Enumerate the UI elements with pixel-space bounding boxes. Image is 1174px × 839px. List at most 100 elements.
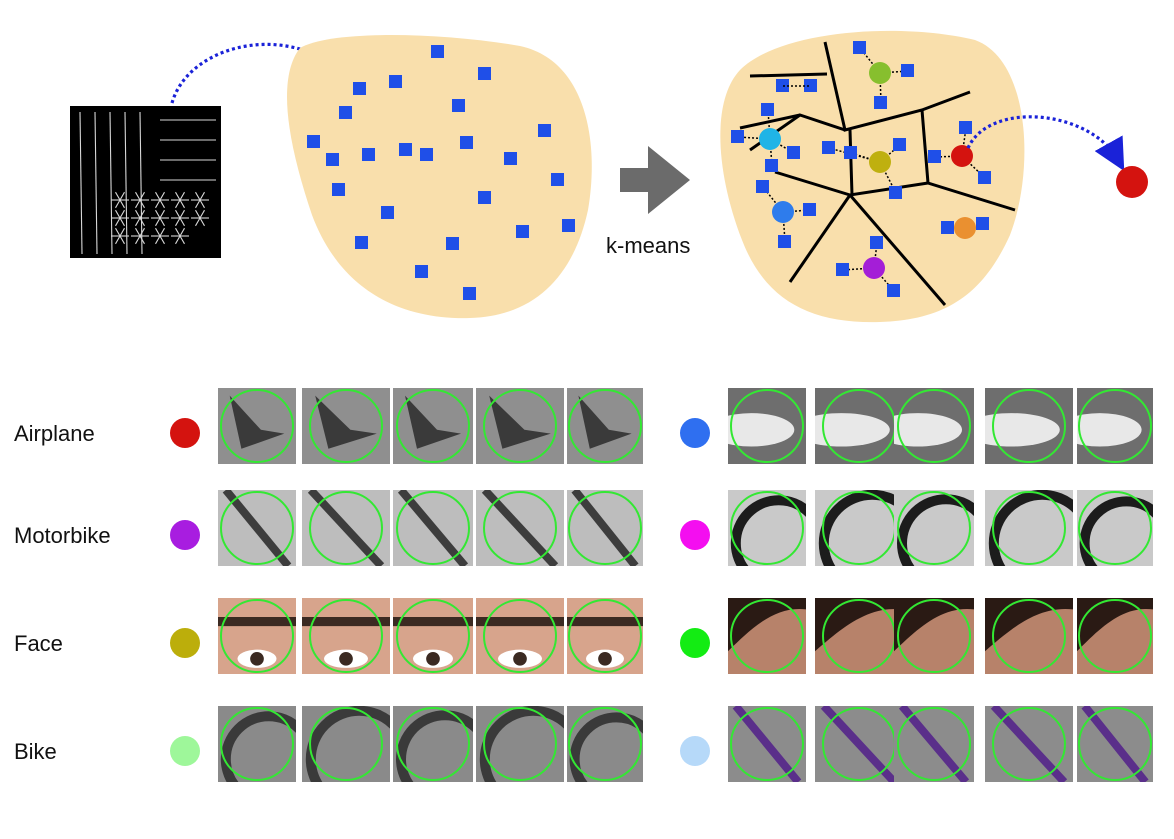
cluster [822, 138, 906, 199]
cluster-centroid [863, 257, 885, 279]
image-patch [567, 706, 643, 782]
detection-circle [1078, 599, 1152, 673]
detection-circle [730, 707, 804, 781]
feature-points [307, 45, 575, 300]
detection-circle [220, 389, 294, 463]
cluster [928, 121, 991, 184]
cluster [836, 236, 900, 297]
feature-point [355, 236, 368, 249]
feature-point [551, 173, 564, 186]
image-patch [985, 598, 1073, 674]
clusters [731, 41, 991, 297]
image-patch [728, 388, 806, 464]
feature-point [504, 152, 517, 165]
detection-circle [992, 491, 1066, 565]
image-patch [476, 490, 564, 566]
image-patch [302, 598, 390, 674]
image-patch [728, 490, 806, 566]
detection-circle [897, 707, 971, 781]
row-label: Airplane [14, 421, 95, 446]
image-patch [218, 490, 296, 566]
feature-point [756, 180, 769, 193]
clustered-space-blob [720, 30, 1025, 323]
detection-circle [992, 599, 1066, 673]
image-patch [567, 598, 643, 674]
feature-point [853, 41, 866, 54]
feature-point [415, 265, 428, 278]
detection-circle [1078, 389, 1152, 463]
image-patch [1077, 388, 1153, 464]
image-patch [985, 490, 1073, 566]
feature-point [959, 121, 972, 134]
feature-point [887, 284, 900, 297]
detection-circle [568, 599, 642, 673]
kmeans-label: k-means [606, 233, 691, 258]
feature-point [901, 64, 914, 77]
feature-point [844, 146, 857, 159]
detection-circle [992, 389, 1066, 463]
image-patch [894, 388, 974, 464]
detection-circle [897, 491, 971, 565]
cluster-color-dot [680, 418, 710, 448]
image-patch [218, 388, 296, 464]
feature-point [761, 103, 774, 116]
feature-point [889, 186, 902, 199]
image-patch [728, 706, 806, 782]
feature-point [893, 138, 906, 151]
image-patch [815, 490, 903, 566]
output-arrow [966, 115, 1125, 172]
cluster-centroid [951, 145, 973, 167]
image-patch [1077, 598, 1153, 674]
detection-circle [897, 599, 971, 673]
cluster-color-dot [680, 628, 710, 658]
feature-point [389, 75, 402, 88]
image-patch [567, 388, 643, 464]
feature-point [874, 96, 887, 109]
feature-point [339, 106, 352, 119]
image-patch [815, 706, 903, 782]
output-centroid [1116, 166, 1148, 198]
feature-point [978, 171, 991, 184]
feature-point [478, 191, 491, 204]
detection-circle [992, 707, 1066, 781]
detection-circle [730, 599, 804, 673]
image-patch [302, 388, 390, 464]
process-arrow-icon [620, 146, 690, 214]
detection-circle [309, 389, 383, 463]
feature-point [538, 124, 551, 137]
detection-circle [1078, 491, 1152, 565]
feature-point [836, 263, 849, 276]
feature-point [431, 45, 444, 58]
image-patch [567, 490, 643, 566]
feature-point [804, 79, 817, 92]
detection-circle [483, 599, 557, 673]
feature-point [776, 79, 789, 92]
image-patch [393, 388, 473, 464]
feature-point [399, 143, 412, 156]
image-patch [393, 598, 473, 674]
cluster [731, 103, 800, 172]
image-patch [476, 706, 564, 782]
detection-circle [220, 707, 294, 781]
detection-circle [568, 389, 642, 463]
feature-point [941, 221, 954, 234]
feature-point [731, 130, 744, 143]
feature-point [463, 287, 476, 300]
feature-point [353, 82, 366, 95]
image-patch [985, 388, 1073, 464]
feature-point [516, 225, 529, 238]
detection-circle [568, 491, 642, 565]
feature-point [765, 159, 778, 172]
cluster [853, 41, 914, 109]
detection-circle [396, 389, 470, 463]
image-patch [894, 706, 974, 782]
detection-circle [309, 707, 383, 781]
feature-point [381, 206, 394, 219]
detection-circle [568, 707, 642, 781]
row-label: Bike [14, 739, 57, 764]
cluster-centroid [772, 201, 794, 223]
feature-point [478, 67, 491, 80]
feature-point [787, 146, 800, 159]
detection-circle [396, 491, 470, 565]
